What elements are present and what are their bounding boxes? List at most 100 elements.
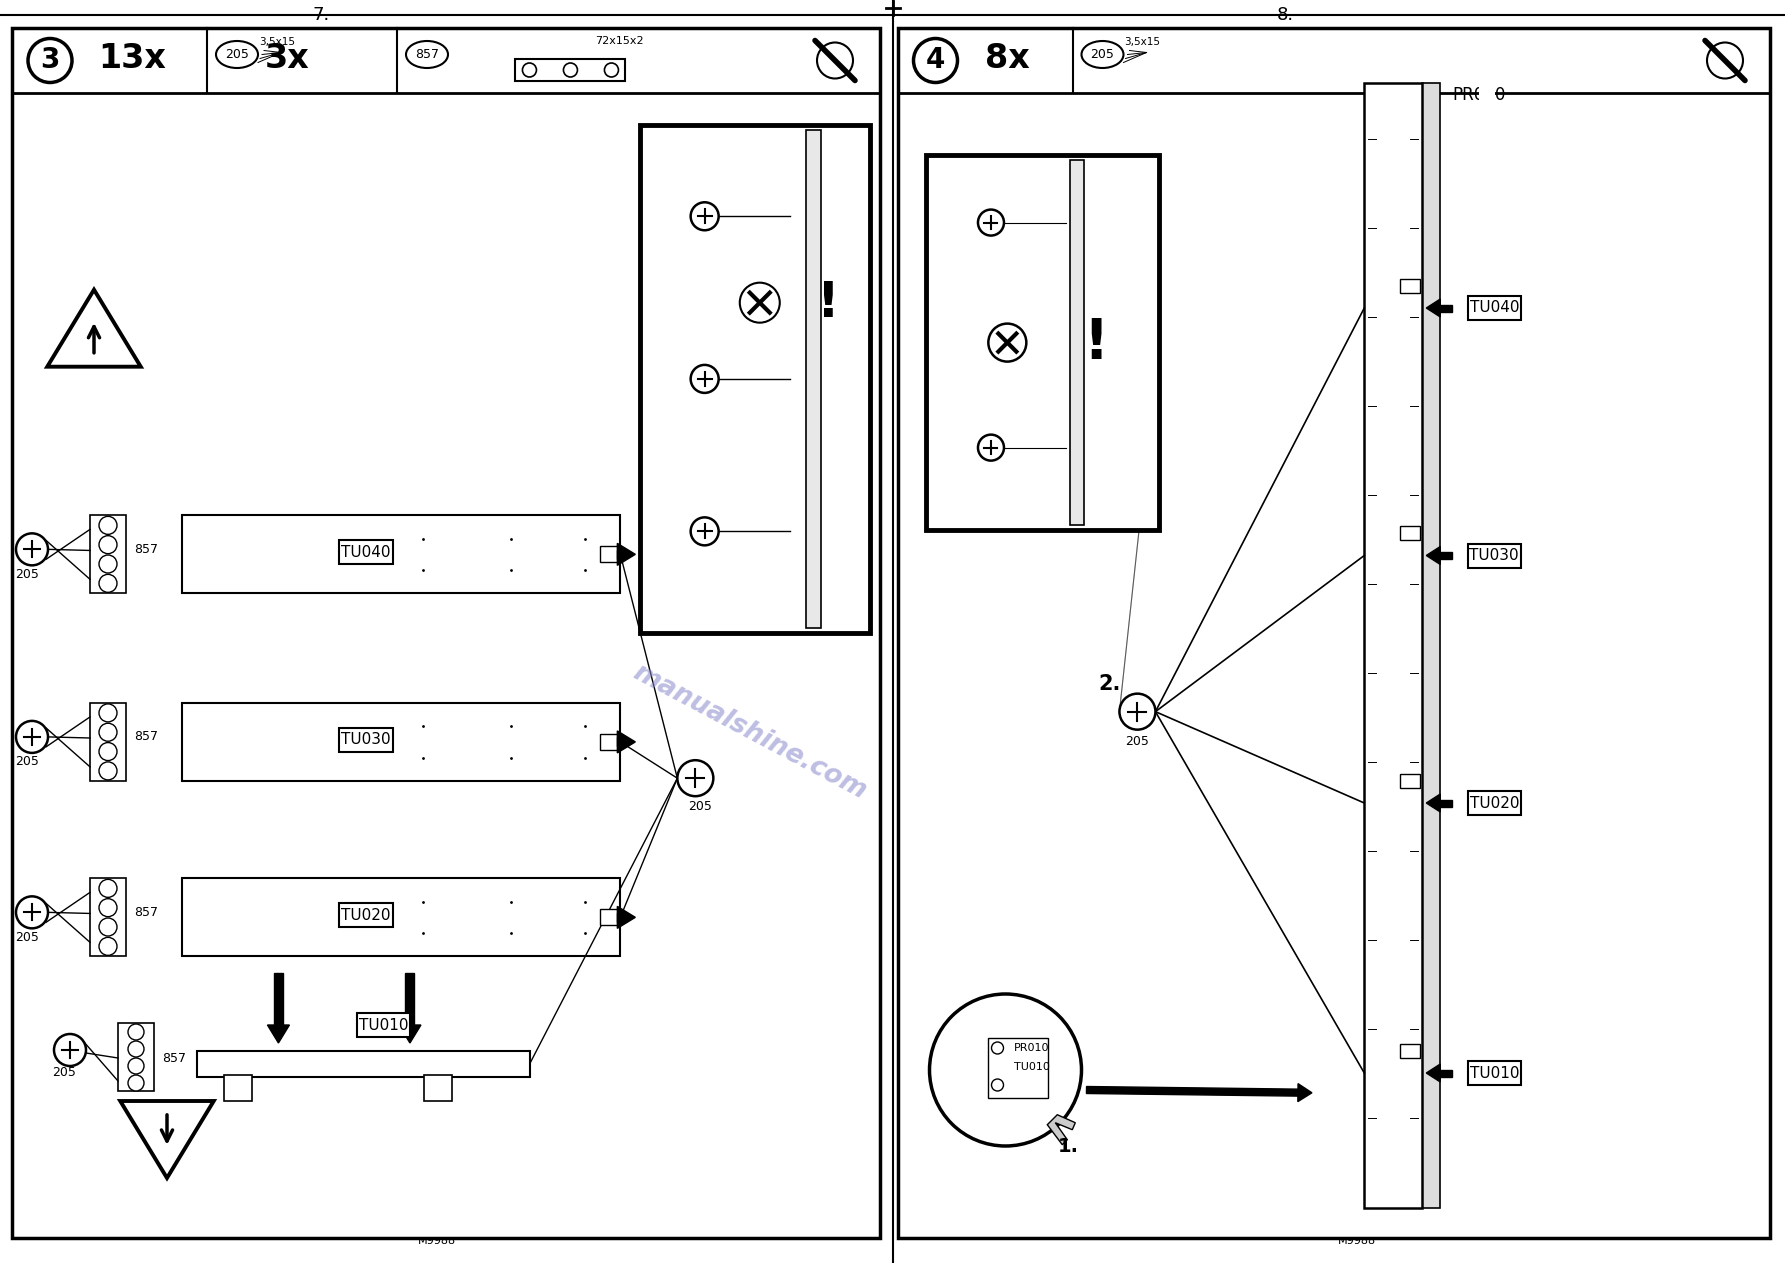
- Text: manualshine.com: manualshine.com: [628, 659, 871, 806]
- Text: 857: 857: [134, 543, 159, 556]
- Text: 205: 205: [14, 755, 39, 768]
- Polygon shape: [273, 973, 284, 1026]
- Bar: [987, 1038, 1048, 1098]
- Bar: [423, 1075, 452, 1101]
- Bar: [89, 703, 127, 781]
- Circle shape: [29, 38, 71, 82]
- Circle shape: [98, 517, 118, 534]
- Ellipse shape: [405, 40, 448, 68]
- Text: TU010: TU010: [1014, 1062, 1050, 1072]
- Bar: [182, 515, 621, 594]
- Bar: [196, 1051, 530, 1077]
- Text: TU030: TU030: [1469, 548, 1519, 563]
- Bar: [1399, 279, 1421, 293]
- Text: TU020: TU020: [341, 908, 391, 923]
- Ellipse shape: [1082, 40, 1123, 68]
- Circle shape: [16, 533, 48, 566]
- Circle shape: [54, 1034, 86, 1066]
- Circle shape: [691, 202, 719, 230]
- Circle shape: [98, 575, 118, 592]
- Text: TU020: TU020: [1469, 796, 1519, 811]
- Polygon shape: [1087, 1086, 1298, 1096]
- Circle shape: [129, 1075, 145, 1091]
- Polygon shape: [398, 1026, 421, 1043]
- Circle shape: [129, 1041, 145, 1057]
- Text: TU010: TU010: [359, 1018, 409, 1032]
- Circle shape: [98, 879, 118, 897]
- Text: PR010: PR010: [1453, 86, 1507, 104]
- Circle shape: [677, 760, 714, 796]
- Polygon shape: [618, 543, 635, 566]
- Text: 3x: 3x: [264, 42, 309, 75]
- Bar: [1399, 773, 1421, 788]
- Circle shape: [1706, 43, 1742, 78]
- Circle shape: [605, 63, 618, 77]
- Text: 205: 205: [225, 48, 248, 61]
- Text: M9988: M9988: [1337, 1236, 1376, 1247]
- Polygon shape: [1426, 794, 1440, 812]
- Text: TU040: TU040: [1469, 301, 1519, 316]
- Circle shape: [129, 1024, 145, 1039]
- Text: 205: 205: [689, 799, 712, 812]
- Bar: [641, 125, 869, 633]
- Bar: [118, 1023, 154, 1091]
- Polygon shape: [405, 973, 414, 1026]
- FancyBboxPatch shape: [339, 541, 393, 565]
- Polygon shape: [1440, 1070, 1453, 1076]
- Polygon shape: [618, 731, 635, 753]
- Circle shape: [523, 63, 537, 77]
- Polygon shape: [618, 549, 625, 558]
- Circle shape: [98, 937, 118, 955]
- Text: 857: 857: [134, 906, 159, 919]
- Text: !: !: [818, 279, 841, 327]
- Bar: [925, 155, 1158, 530]
- Bar: [516, 59, 625, 81]
- Bar: [182, 703, 621, 781]
- Circle shape: [991, 1079, 1003, 1091]
- Circle shape: [16, 897, 48, 928]
- Polygon shape: [618, 913, 625, 922]
- Text: M9988: M9988: [418, 1236, 457, 1247]
- Text: 205: 205: [14, 931, 39, 943]
- Text: TU040: TU040: [341, 544, 391, 560]
- Bar: [1423, 83, 1440, 1207]
- Circle shape: [98, 899, 118, 917]
- FancyBboxPatch shape: [339, 727, 393, 751]
- Circle shape: [989, 323, 1026, 361]
- Polygon shape: [268, 1026, 289, 1043]
- FancyBboxPatch shape: [339, 903, 393, 927]
- Bar: [600, 547, 618, 562]
- Text: 72x15x2: 72x15x2: [594, 37, 644, 45]
- Text: TU030: TU030: [341, 733, 391, 748]
- Circle shape: [991, 1042, 1003, 1055]
- Polygon shape: [1440, 799, 1453, 807]
- Circle shape: [691, 365, 719, 393]
- Text: 13x: 13x: [98, 42, 166, 75]
- Bar: [898, 28, 1771, 1238]
- Polygon shape: [1440, 304, 1453, 312]
- Circle shape: [978, 210, 1003, 236]
- Polygon shape: [1426, 299, 1440, 317]
- FancyBboxPatch shape: [1467, 791, 1521, 815]
- Polygon shape: [1426, 1063, 1440, 1082]
- Circle shape: [914, 38, 957, 82]
- Circle shape: [98, 554, 118, 573]
- Bar: [805, 130, 821, 628]
- Circle shape: [98, 762, 118, 779]
- Bar: [600, 734, 618, 750]
- Bar: [1399, 1043, 1421, 1057]
- Polygon shape: [1426, 547, 1440, 565]
- Text: 1.: 1.: [1057, 1137, 1078, 1156]
- Circle shape: [98, 536, 118, 553]
- FancyBboxPatch shape: [357, 1013, 411, 1037]
- Text: 8x: 8x: [985, 42, 1030, 75]
- Circle shape: [930, 994, 1082, 1146]
- Text: 2.: 2.: [1098, 673, 1121, 693]
- Circle shape: [98, 703, 118, 722]
- Polygon shape: [618, 907, 635, 928]
- Text: 857: 857: [134, 730, 159, 744]
- Text: 205: 205: [1126, 735, 1150, 748]
- Text: 3,5x15: 3,5x15: [259, 38, 295, 48]
- Bar: [12, 28, 880, 1238]
- Circle shape: [16, 721, 48, 753]
